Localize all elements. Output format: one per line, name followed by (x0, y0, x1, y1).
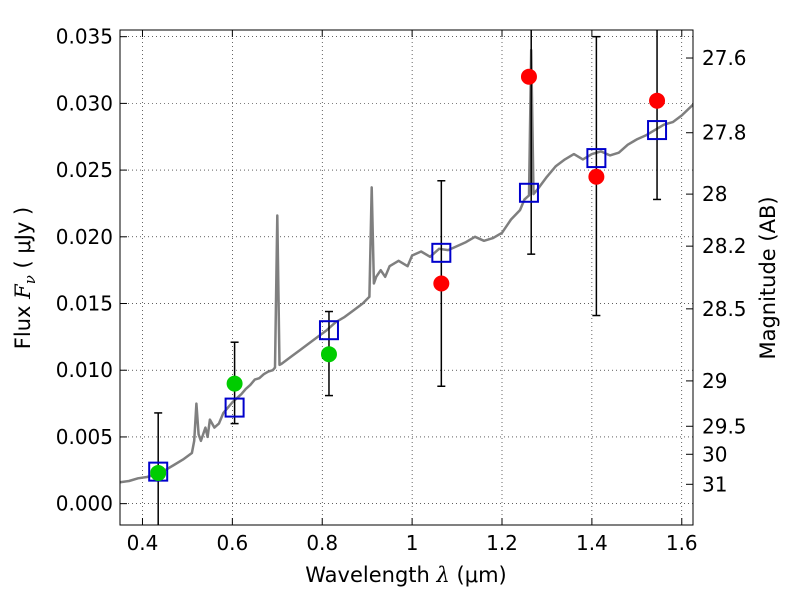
magnitude-tick-label: 30 (702, 442, 727, 466)
x-tick-label: 1.4 (576, 531, 608, 555)
model-photometry-square (586, 148, 607, 169)
model-photometry-square (518, 182, 539, 203)
model-photometry-square (224, 397, 245, 418)
x-tick-label: 0.4 (127, 531, 159, 555)
plot-background (120, 30, 693, 525)
magnitude-tick-label: 29.5 (702, 414, 747, 438)
y-axis-label: Flux Fν ( μJy ) (11, 207, 39, 349)
y-tick-label: 0.015 (56, 292, 113, 316)
measurement-point (433, 275, 450, 292)
magnitude-tick-label: 28 (702, 182, 727, 206)
model-photometry-square (431, 242, 452, 263)
model-photometry-square (318, 320, 339, 341)
y-tick-label: 0.030 (56, 91, 113, 115)
magnitude-tick-label: 31 (702, 472, 727, 496)
plot-content (120, 30, 693, 525)
measurement-point (649, 92, 666, 109)
magnitude-tick-label: 29 (702, 369, 727, 393)
y-tick-label: 0.020 (56, 225, 113, 249)
y-tick-label: 0.035 (56, 25, 113, 49)
plot-frame (119, 29, 694, 526)
measurement-point (520, 68, 537, 85)
x-tick-label: 1.2 (486, 531, 518, 555)
spectrum-line (120, 48, 693, 484)
y-tick-label: 0.000 (56, 492, 113, 516)
y-tick-label: 0.010 (56, 358, 113, 382)
y-tick-label: 0.025 (56, 158, 113, 182)
magnitude-tick-label: 28.5 (702, 297, 747, 321)
measurement-point (150, 464, 167, 481)
magnitude-tick-label: 27.6 (702, 46, 747, 70)
x-tick-label: 1.6 (666, 531, 698, 555)
x-tick-label: 1 (406, 531, 419, 555)
marker-layer (148, 68, 668, 482)
magnitude-tick-label: 28.2 (702, 234, 747, 258)
magnitude-axis-label: Magnitude (AB) (756, 196, 780, 359)
x-tick-label: 0.8 (306, 531, 338, 555)
magnitude-tick-label: 27.8 (702, 121, 747, 145)
model-photometry-square (647, 120, 668, 141)
ticks (120, 30, 693, 525)
x-tick-label: 0.6 (216, 531, 248, 555)
tick-labels: 0.4 0.6 0.8 1 1.2 1.4 1.6 0.000 0.005 0.010 0.015 0… (56, 25, 747, 555)
measurement-point (226, 375, 243, 392)
measurement-point (320, 346, 337, 363)
x-axis-label: Wavelength λ (μm) (305, 563, 506, 587)
grid (120, 30, 693, 525)
measurement-point (588, 168, 605, 185)
y-tick-label: 0.005 (56, 425, 113, 449)
spectrum-layer (120, 48, 693, 484)
